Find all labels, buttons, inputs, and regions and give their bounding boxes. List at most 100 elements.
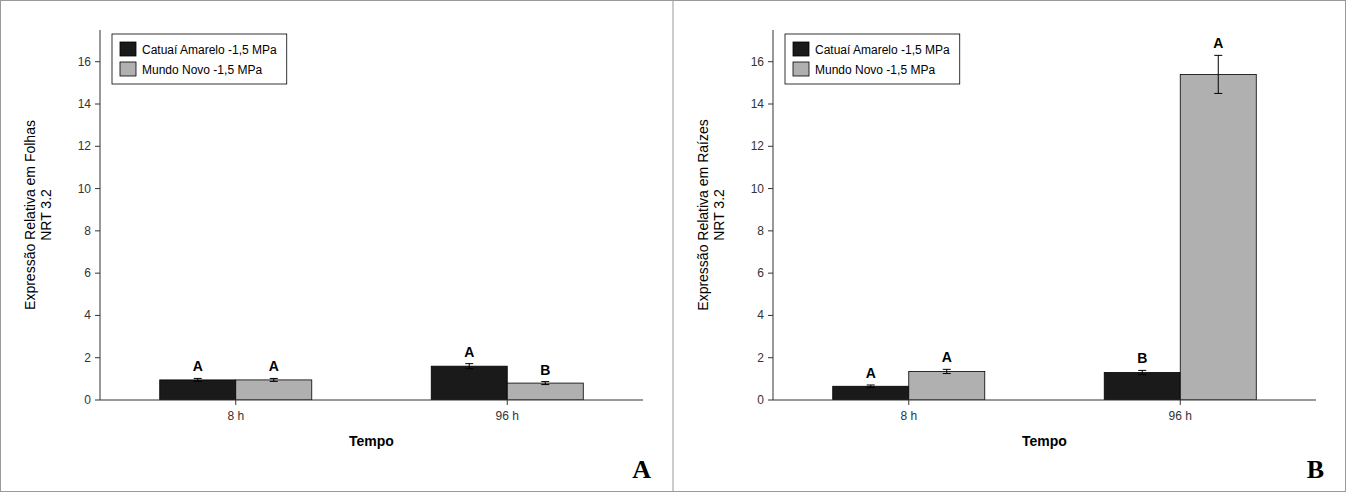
annotation: B	[1137, 350, 1147, 366]
y-tick-label: 8	[757, 224, 764, 238]
y-tick	[768, 146, 773, 147]
y-tick	[95, 273, 100, 274]
y-tick-label: 12	[78, 139, 92, 153]
annotation: B	[540, 362, 550, 378]
y-tick	[95, 315, 100, 316]
legend-label: Catuaí Amarelo -1,5 MPa	[815, 43, 950, 57]
y-tick-label: 6	[84, 266, 91, 280]
y-tick	[95, 104, 100, 105]
annotation: A	[269, 358, 279, 374]
panel-label: B	[1307, 455, 1324, 484]
y-tick	[95, 400, 100, 401]
error-bar	[465, 364, 473, 369]
x-tick-label: 96 h	[496, 409, 519, 423]
y-tick	[95, 146, 100, 147]
x-tick	[908, 400, 909, 405]
y-tick	[95, 61, 100, 62]
y-tick	[768, 61, 773, 62]
x-tick-label: 96 h	[1169, 409, 1192, 423]
legend-label: Mundo Novo -1,5 MPa	[142, 63, 262, 77]
annotation: A	[942, 349, 952, 365]
plot-area	[160, 364, 584, 400]
y-tick	[768, 273, 773, 274]
y-tick	[95, 188, 100, 189]
y-axis	[100, 30, 101, 400]
y-axis-label-line: NRT 3.2	[38, 189, 54, 241]
annotation: A	[464, 344, 474, 360]
bar	[1180, 74, 1256, 400]
y-tick-label: 14	[78, 97, 92, 111]
bar	[236, 380, 312, 400]
annotation: A	[1213, 35, 1223, 51]
y-axis-label: Expressão Relativa em RaízesNRT 3.2	[695, 119, 728, 310]
y-tick	[768, 400, 773, 401]
legend-label: Mundo Novo -1,5 MPa	[815, 63, 935, 77]
error-bar	[541, 382, 549, 385]
legend: Catuaí Amarelo -1,5 MPa Mundo Novo -1,5 M…	[785, 34, 960, 84]
y-axis-label: Expressão Relativa em FolhasNRT 3.2	[22, 120, 55, 310]
y-axis-label-line: Expressão Relativa em Raízes	[695, 119, 711, 310]
error-bar	[270, 378, 278, 381]
y-axis-label-line: Expressão Relativa em Folhas	[22, 120, 38, 310]
x-tick-label: 8 h	[227, 409, 244, 423]
panel-label: A	[632, 455, 651, 484]
legend-frame	[112, 34, 287, 84]
annotation: A	[866, 365, 876, 381]
legend: Catuaí Amarelo -1,5 MPa Mundo Novo -1,5 M…	[112, 34, 287, 84]
y-tick	[768, 230, 773, 231]
y-tick-label: 4	[757, 308, 764, 322]
bar	[1104, 373, 1180, 400]
y-tick-label: 16	[78, 55, 92, 69]
x-axis-label: Tempo	[349, 433, 394, 449]
y-tick	[768, 315, 773, 316]
y-tick-label: 14	[751, 97, 765, 111]
legend-swatch	[793, 62, 809, 76]
y-tick-label: 2	[84, 351, 91, 365]
y-axis-label-line: NRT 3.2	[711, 189, 727, 241]
legend-swatch	[793, 42, 809, 56]
y-tick-label: 0	[84, 393, 91, 407]
border	[1, 1, 1346, 492]
x-tick	[1180, 400, 1181, 405]
bar	[160, 380, 236, 400]
x-tick-label: 8 h	[900, 409, 917, 423]
y-tick-label: 8	[84, 224, 91, 238]
y-tick-label: 4	[84, 308, 91, 322]
error-bar	[1214, 55, 1222, 93]
error-bar	[867, 385, 875, 388]
y-tick	[768, 188, 773, 189]
error-bar	[1138, 370, 1146, 374]
y-tick-label: 16	[751, 55, 765, 69]
x-axis-label: Tempo	[1022, 433, 1067, 449]
panel: A A A B 0 2 4 6 8 10 12 14 16 8 h 96 h Tempo Expressão R…	[22, 30, 652, 484]
x-tick	[507, 400, 508, 405]
y-tick	[768, 357, 773, 358]
legend-swatch	[120, 42, 136, 56]
x-tick	[235, 400, 236, 405]
legend-frame	[785, 34, 960, 84]
error-bar	[194, 378, 202, 381]
y-tick-label: 12	[751, 139, 765, 153]
figure: A A A B 0 2 4 6 8 10 12 14 16 8 h 96 h Tempo Expressão R…	[0, 0, 1346, 492]
y-tick	[768, 104, 773, 105]
y-axis	[773, 30, 774, 400]
y-tick-label: 0	[757, 393, 764, 407]
y-tick-label: 2	[757, 351, 764, 365]
y-tick-label: 10	[751, 182, 765, 196]
legend-label: Catuaí Amarelo -1,5 MPa	[142, 43, 277, 57]
y-tick-label: 10	[78, 182, 92, 196]
x-axis	[773, 400, 1316, 401]
bar	[833, 386, 909, 400]
x-axis	[100, 400, 643, 401]
bar	[507, 383, 583, 400]
bar	[431, 366, 507, 400]
divider	[673, 0, 674, 492]
annotation: A	[193, 358, 203, 374]
y-tick-label: 6	[757, 266, 764, 280]
legend-swatch	[120, 62, 136, 76]
y-tick	[95, 230, 100, 231]
error-bar	[943, 369, 951, 373]
plot-area	[833, 55, 1257, 400]
y-tick	[95, 357, 100, 358]
panel: A B A A 0 2 4 6 8 10 12 14 16 8 h 96 h Tempo Expressão R…	[673, 0, 1324, 492]
